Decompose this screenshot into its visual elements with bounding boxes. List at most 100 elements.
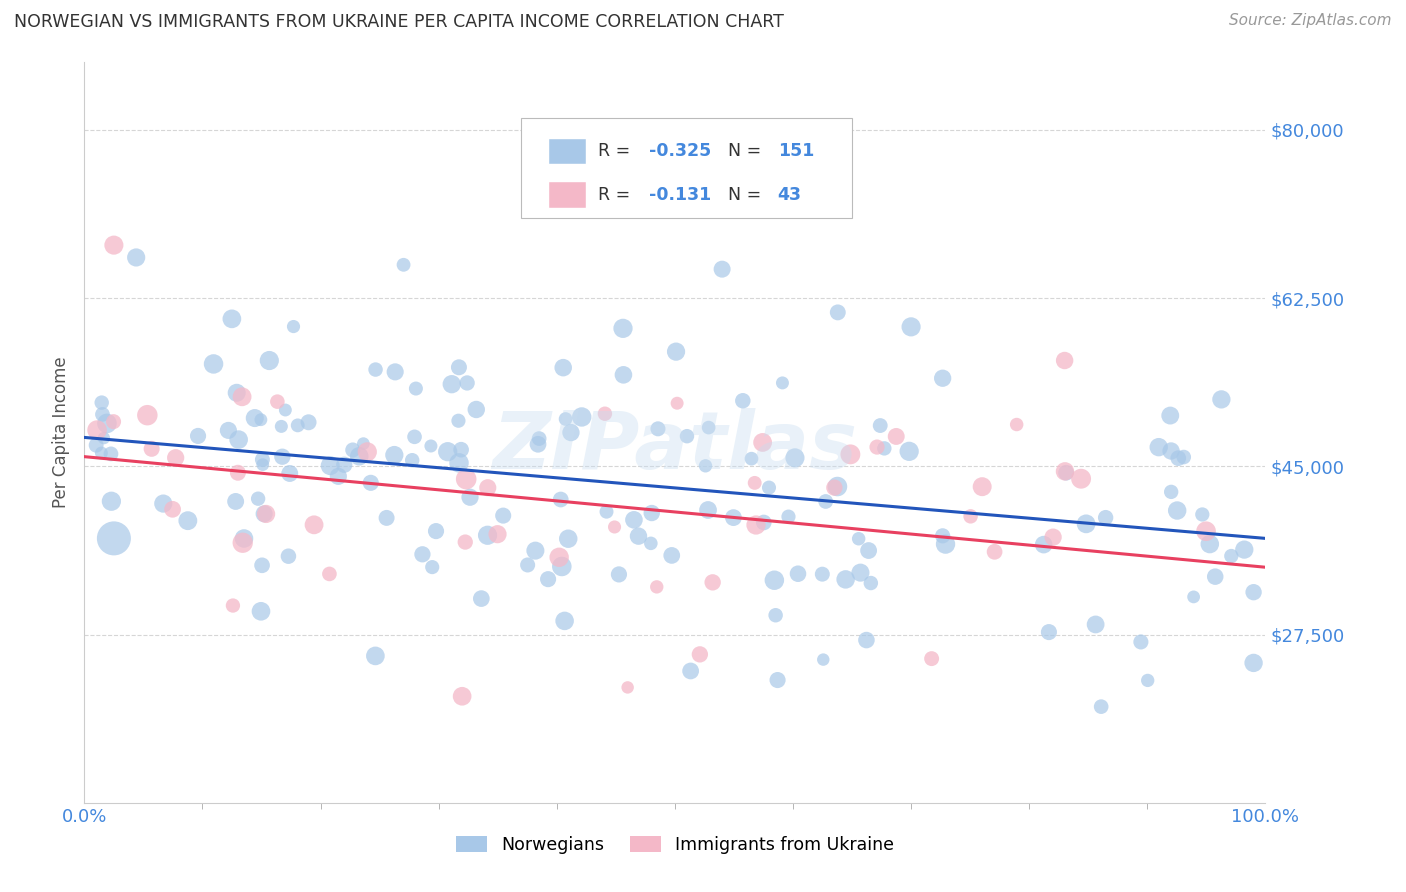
Point [492, 508, 515, 523]
Text: N =: N = [728, 186, 766, 204]
Point [900, 319, 922, 334]
Point [641, 506, 664, 520]
Point [787, 566, 810, 581]
Point [225, 494, 247, 508]
Text: Source: ZipAtlas.com: Source: ZipAtlas.com [1229, 13, 1392, 29]
Point [666, 396, 689, 410]
Point [550, 492, 572, 507]
Point [607, 567, 630, 582]
Point [103, 532, 125, 546]
Point [839, 447, 862, 461]
Point [1198, 537, 1220, 551]
Point [103, 238, 125, 252]
Point [360, 475, 382, 490]
Point [250, 558, 273, 573]
Point [744, 475, 766, 490]
Point [623, 513, 645, 527]
Point [772, 376, 794, 390]
Point [90, 395, 112, 409]
Point [745, 518, 768, 533]
Point [1243, 585, 1265, 599]
Point [450, 442, 472, 457]
Point [465, 402, 488, 417]
Point [1220, 549, 1243, 563]
Point [723, 510, 745, 524]
Point [283, 319, 305, 334]
Point [1005, 417, 1028, 432]
Point [447, 456, 470, 470]
Point [252, 452, 274, 467]
Point [848, 532, 870, 546]
Point [869, 418, 891, 433]
Point [527, 432, 550, 446]
Point [934, 537, 956, 551]
Point [1166, 503, 1188, 517]
Point [221, 311, 243, 326]
Text: -0.325: -0.325 [650, 143, 711, 161]
Point [612, 368, 634, 382]
Point [451, 690, 474, 704]
Point [647, 422, 669, 436]
Point [827, 305, 849, 319]
Point [697, 503, 720, 517]
Point [1042, 530, 1064, 544]
Point [91, 408, 114, 422]
Point [231, 390, 253, 404]
Point [1173, 450, 1195, 464]
Point [560, 425, 582, 440]
Point [873, 442, 896, 456]
FancyBboxPatch shape [522, 118, 852, 218]
Point [100, 494, 122, 508]
Point [1159, 409, 1181, 423]
Point [384, 365, 406, 379]
Point [1243, 656, 1265, 670]
Point [548, 550, 571, 565]
Text: NORWEGIAN VS IMMIGRANTS FROM UKRAINE PER CAPITA INCOME CORRELATION CHART: NORWEGIAN VS IMMIGRANTS FROM UKRAINE PER… [14, 13, 785, 31]
Point [697, 420, 720, 434]
Point [751, 435, 773, 450]
Point [233, 532, 256, 546]
Point [456, 472, 478, 486]
Point [287, 418, 309, 433]
Point [297, 415, 319, 429]
Point [758, 481, 780, 495]
Point [702, 575, 724, 590]
Point [1211, 392, 1233, 407]
Point [689, 648, 711, 662]
Point [222, 599, 245, 613]
Point [679, 664, 702, 678]
Point [1204, 569, 1226, 583]
Point [225, 385, 247, 400]
Point [1090, 699, 1112, 714]
Text: N =: N = [728, 143, 766, 161]
Point [1053, 464, 1076, 478]
Point [1191, 508, 1213, 522]
Point [593, 407, 616, 421]
Point [477, 528, 499, 542]
Point [1053, 353, 1076, 368]
Point [274, 403, 297, 417]
Point [217, 424, 239, 438]
Text: 43: 43 [778, 186, 801, 204]
Y-axis label: Per Capita Income: Per Capita Income [52, 357, 70, 508]
Point [1070, 472, 1092, 486]
Point [454, 535, 477, 549]
Point [420, 560, 443, 574]
Point [243, 411, 266, 425]
Point [884, 429, 907, 443]
Point [356, 445, 378, 459]
Point [676, 429, 699, 443]
Point [731, 393, 754, 408]
Point [527, 437, 550, 451]
Point [254, 507, 277, 521]
Point [411, 547, 433, 561]
Point [232, 535, 254, 549]
Point [1038, 625, 1060, 640]
Point [333, 458, 356, 472]
Point [436, 444, 458, 458]
Point [959, 509, 981, 524]
Point [401, 453, 423, 467]
Point [813, 652, 835, 666]
Point [440, 377, 463, 392]
Point [765, 608, 787, 623]
